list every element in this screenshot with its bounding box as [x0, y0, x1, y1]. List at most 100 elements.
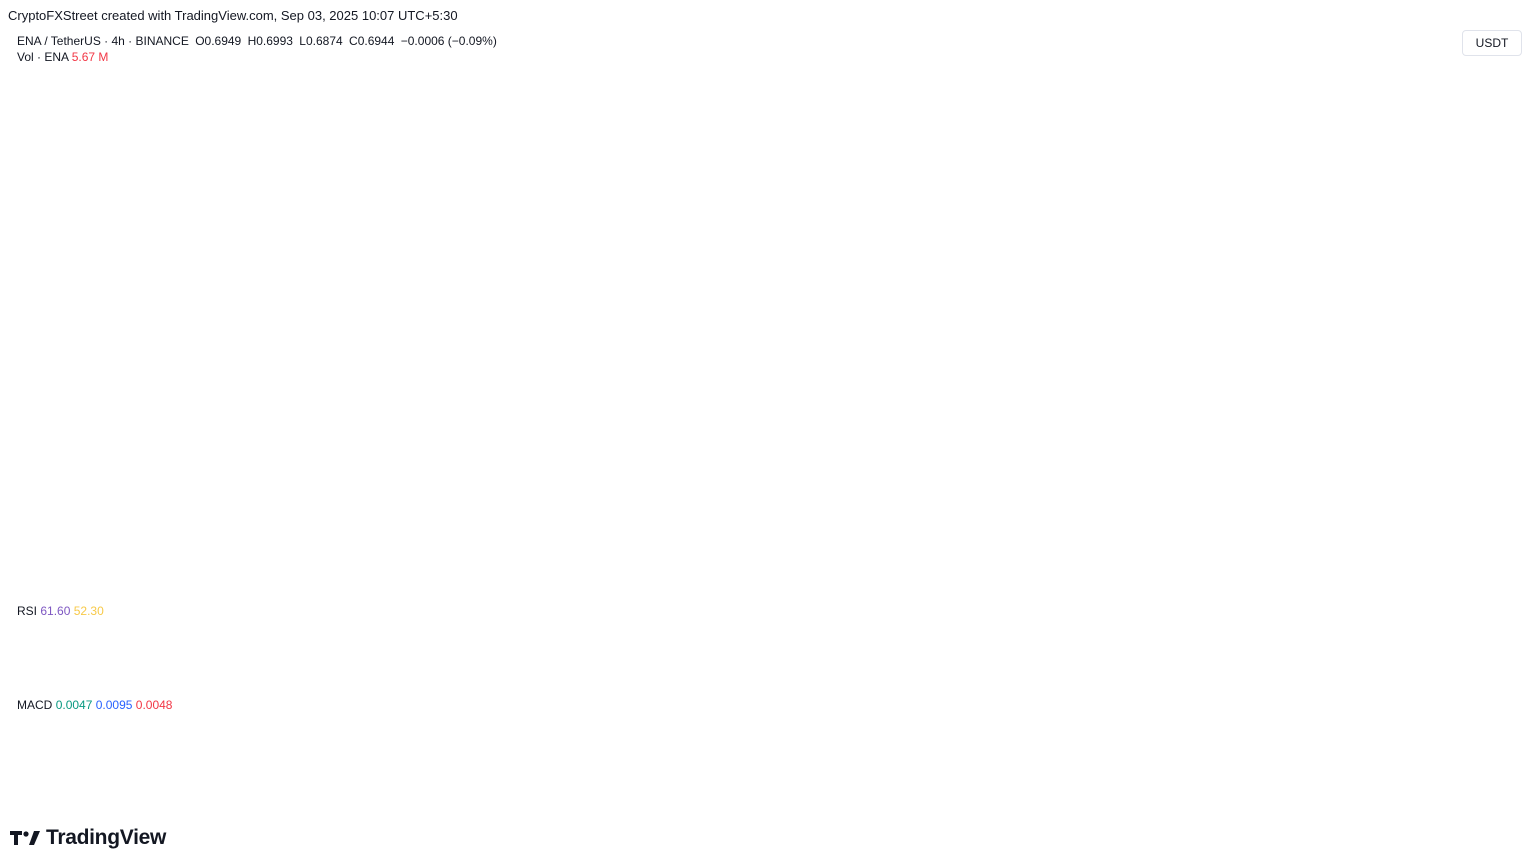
volume-bar — [388, 541, 393, 595]
macd-hist-bar — [1219, 742, 1225, 749]
low-value: L0.6874 — [299, 34, 343, 48]
macd-hist-bar — [1287, 730, 1293, 742]
candle — [1051, 316, 1057, 344]
macd-hist-bar — [494, 742, 500, 749]
candle — [61, 375, 68, 409]
candle — [1152, 283, 1158, 295]
volume-label[interactable]: Vol · ENA — [17, 50, 69, 64]
macd-hist-bar — [62, 742, 67, 758]
candle — [219, 363, 225, 381]
candle — [1129, 301, 1135, 315]
macd-hist-bar — [354, 711, 360, 742]
candle — [843, 208, 849, 229]
candle-body-down — [489, 181, 495, 190]
macd-hist-bar — [1124, 723, 1130, 742]
candle-body-down — [871, 240, 877, 244]
candle-body-down — [84, 420, 90, 429]
tradingview-logo[interactable]: TradingView — [10, 826, 166, 850]
macd-hist-bar — [438, 738, 444, 742]
volume-bar — [523, 541, 528, 595]
macd-hist-bar — [657, 742, 663, 748]
macd-hist-bar — [309, 726, 315, 742]
macd-hist-bar — [1056, 728, 1062, 742]
volume-bar — [1174, 540, 1180, 595]
candle — [146, 318, 152, 337]
macd-hist-value: 0.0047 — [55, 698, 93, 712]
volume-bar — [202, 558, 208, 595]
volume-bar — [17, 559, 23, 595]
candle — [191, 365, 197, 378]
macd-hist-bar — [1096, 717, 1102, 742]
time-tick-label: 17 — [629, 790, 643, 804]
volume-bar — [393, 558, 399, 595]
candle — [320, 249, 326, 291]
candle — [1259, 272, 1265, 358]
rsi-last-label: 61.60 — [1462, 633, 1506, 650]
candle-body-up — [1259, 280, 1265, 354]
candle — [786, 317, 793, 330]
candle — [1157, 287, 1164, 311]
candle — [241, 340, 248, 360]
candle-body-down — [472, 161, 478, 177]
candle — [393, 117, 399, 136]
candle — [106, 395, 113, 412]
candle — [264, 316, 270, 337]
macd-hist-bar — [646, 742, 652, 744]
candle — [1180, 281, 1186, 301]
candle — [916, 261, 922, 290]
candle-body-down — [78, 417, 85, 424]
volume-bar — [112, 555, 118, 595]
candle-body-up — [550, 239, 557, 242]
macd-hist-bar — [1079, 720, 1085, 742]
candle-body-down — [1169, 297, 1175, 300]
candle-body-up — [382, 147, 388, 163]
candle-body-up — [528, 227, 534, 233]
rsi-label[interactable]: RSI — [17, 604, 38, 618]
price-tick-label: 0.8000 — [1471, 159, 1508, 173]
macd-hist-bar — [191, 734, 197, 742]
volume-bar — [663, 554, 669, 595]
macd-label[interactable]: MACD — [17, 698, 53, 712]
macd-hist-bar — [989, 742, 995, 762]
candle-body-up — [90, 419, 96, 428]
candle — [1079, 285, 1085, 310]
candle-body-up — [39, 314, 45, 317]
tradingview-logo-icon — [10, 831, 40, 845]
macd-hist-bar — [612, 742, 618, 746]
macd-hist-bar — [725, 742, 731, 756]
volume-bar — [129, 560, 135, 595]
candle-body-down — [1017, 338, 1023, 342]
candle-body-down — [618, 216, 624, 226]
volume-bar — [860, 542, 866, 595]
candle-body-down — [646, 254, 652, 267]
candle-body-down — [843, 215, 849, 222]
volume-bar — [337, 548, 343, 595]
candle-body-down — [1191, 281, 1197, 287]
candle-body-down — [241, 345, 248, 354]
candle — [253, 333, 259, 350]
level-label: 0.4244 — [1462, 516, 1510, 535]
symbol-title[interactable]: ENA / TetherUS · 4h · BINANCE — [17, 34, 189, 48]
candle-body-down — [1214, 301, 1220, 305]
candle-body-up — [219, 366, 225, 374]
macd-hist-bar — [1152, 730, 1158, 742]
volume-bar — [163, 549, 169, 595]
currency-button[interactable]: USDT — [1462, 30, 1522, 56]
volume-bar — [124, 564, 129, 595]
macd-last-label: 0.0047 — [1462, 725, 1510, 741]
candle-body-up — [579, 243, 585, 257]
candle-body-up — [601, 223, 607, 238]
level-label-text: 0.5122 — [1468, 434, 1505, 448]
macd-hist-bar — [1242, 742, 1248, 748]
candle-body-down — [1202, 289, 1209, 294]
candle — [1208, 283, 1214, 307]
candle-body-down — [196, 370, 203, 385]
candle-body-up — [208, 379, 214, 382]
candle — [764, 307, 770, 321]
macd-hist-bar — [1062, 725, 1068, 742]
candle — [511, 202, 517, 214]
volume-bar — [56, 534, 62, 595]
volume-bar — [686, 544, 691, 595]
volume-bar — [1186, 560, 1191, 595]
